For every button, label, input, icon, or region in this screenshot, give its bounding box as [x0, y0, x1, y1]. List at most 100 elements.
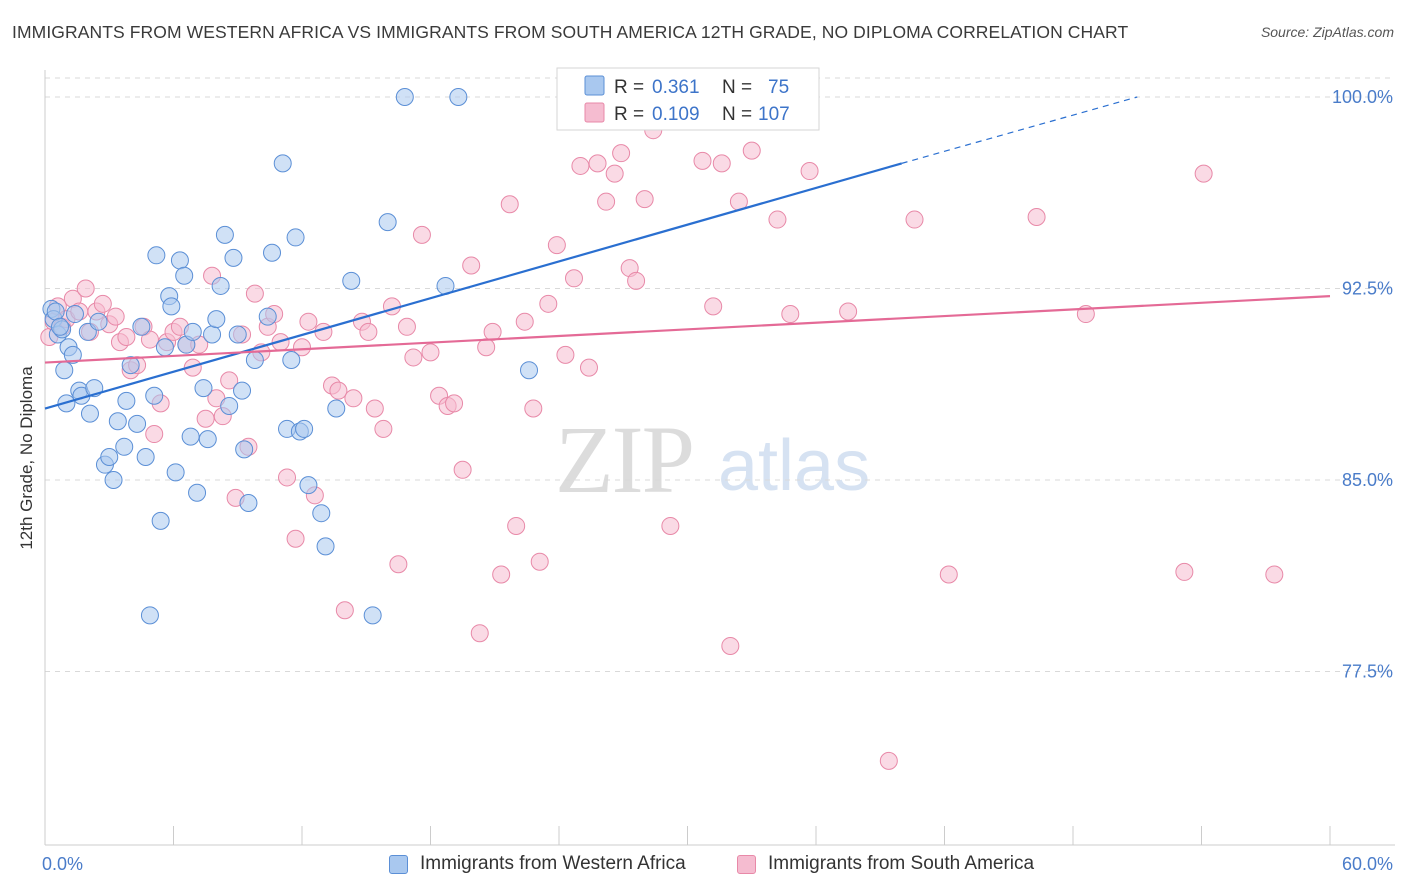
- data-point-south-america[interactable]: [712, 154, 731, 173]
- data-point-south-america[interactable]: [742, 141, 761, 160]
- data-point-south-america[interactable]: [93, 294, 112, 313]
- data-point-western-africa[interactable]: [188, 483, 207, 502]
- data-point-western-africa[interactable]: [175, 266, 194, 285]
- data-point-western-africa[interactable]: [233, 381, 252, 400]
- data-point-western-africa[interactable]: [147, 246, 166, 265]
- data-point-south-america[interactable]: [470, 624, 489, 643]
- data-point-south-america[interactable]: [627, 271, 646, 290]
- data-point-south-america[interactable]: [839, 302, 858, 321]
- data-point-south-america[interactable]: [524, 399, 543, 418]
- legend-item-western-africa[interactable]: Immigrants from Western Africa: [389, 853, 686, 875]
- data-point-south-america[interactable]: [588, 154, 607, 173]
- data-point-south-america[interactable]: [397, 317, 416, 336]
- data-point-south-america[interactable]: [905, 210, 924, 229]
- data-point-western-africa[interactable]: [449, 88, 468, 106]
- data-point-south-america[interactable]: [768, 210, 787, 229]
- data-point-western-africa[interactable]: [312, 504, 331, 523]
- data-point-western-africa[interactable]: [235, 440, 254, 459]
- data-point-south-america[interactable]: [299, 312, 318, 331]
- data-point-western-africa[interactable]: [100, 448, 119, 467]
- data-point-western-africa[interactable]: [132, 317, 151, 336]
- data-point-south-america[interactable]: [483, 322, 502, 341]
- data-point-western-africa[interactable]: [295, 419, 314, 438]
- data-point-south-america[interactable]: [781, 305, 800, 324]
- data-point-south-america[interactable]: [220, 371, 239, 390]
- data-point-south-america[interactable]: [359, 322, 378, 341]
- data-point-western-africa[interactable]: [194, 379, 213, 398]
- data-point-western-africa[interactable]: [151, 511, 170, 530]
- data-point-western-africa[interactable]: [181, 427, 200, 446]
- data-point-western-africa[interactable]: [117, 391, 136, 410]
- data-point-western-africa[interactable]: [121, 356, 140, 375]
- data-point-south-america[interactable]: [245, 284, 264, 303]
- data-point-western-africa[interactable]: [155, 338, 174, 357]
- data-point-south-america[interactable]: [1175, 562, 1194, 581]
- data-point-western-africa[interactable]: [203, 325, 222, 344]
- data-point-south-america[interactable]: [453, 460, 472, 479]
- data-point-south-america[interactable]: [344, 389, 363, 408]
- data-point-south-america[interactable]: [635, 190, 654, 209]
- data-point-western-africa[interactable]: [215, 225, 234, 244]
- data-point-south-america[interactable]: [278, 468, 297, 487]
- data-point-south-america[interactable]: [365, 399, 384, 418]
- data-point-western-africa[interactable]: [104, 471, 123, 489]
- data-point-western-africa[interactable]: [198, 430, 217, 449]
- data-point-south-america[interactable]: [939, 565, 958, 584]
- data-point-south-america[interactable]: [800, 162, 819, 181]
- data-point-western-africa[interactable]: [263, 243, 282, 262]
- data-point-western-africa[interactable]: [342, 271, 361, 290]
- data-point-south-america[interactable]: [704, 297, 723, 316]
- data-point-south-america[interactable]: [661, 516, 680, 535]
- data-point-western-africa[interactable]: [55, 361, 74, 380]
- data-point-south-america[interactable]: [721, 636, 740, 655]
- data-point-south-america[interactable]: [374, 419, 393, 438]
- data-point-south-america[interactable]: [1265, 565, 1284, 584]
- data-point-western-africa[interactable]: [65, 305, 84, 324]
- data-point-south-america[interactable]: [539, 294, 558, 313]
- data-point-south-america[interactable]: [1027, 208, 1046, 227]
- data-point-south-america[interactable]: [507, 516, 526, 535]
- data-point-south-america[interactable]: [462, 256, 481, 275]
- data-point-south-america[interactable]: [492, 565, 511, 584]
- data-point-western-africa[interactable]: [286, 228, 305, 247]
- data-point-western-africa[interactable]: [50, 317, 69, 336]
- legend-item-south-america[interactable]: Immigrants from South America: [737, 853, 1034, 875]
- data-point-south-america[interactable]: [117, 328, 136, 347]
- data-point-western-africa[interactable]: [162, 297, 181, 316]
- data-point-western-africa[interactable]: [80, 404, 99, 423]
- data-point-south-america[interactable]: [477, 338, 496, 357]
- data-point-western-africa[interactable]: [220, 396, 239, 415]
- data-point-south-america[interactable]: [382, 297, 401, 316]
- data-point-south-america[interactable]: [571, 156, 590, 175]
- data-point-western-africa[interactable]: [273, 154, 292, 173]
- data-point-south-america[interactable]: [693, 151, 712, 170]
- data-point-western-africa[interactable]: [108, 412, 127, 431]
- data-point-western-africa[interactable]: [145, 386, 164, 405]
- data-point-western-africa[interactable]: [63, 345, 82, 364]
- data-point-south-america[interactable]: [335, 601, 354, 620]
- data-point-south-america[interactable]: [500, 195, 519, 214]
- data-point-western-africa[interactable]: [327, 399, 346, 418]
- data-point-western-africa[interactable]: [258, 307, 277, 326]
- data-point-western-africa[interactable]: [128, 414, 147, 433]
- data-point-western-africa[interactable]: [115, 437, 134, 456]
- data-point-south-america[interactable]: [140, 330, 159, 349]
- data-point-western-africa[interactable]: [395, 88, 414, 106]
- data-point-south-america[interactable]: [145, 425, 164, 444]
- data-point-south-america[interactable]: [564, 269, 583, 288]
- data-point-south-america[interactable]: [605, 164, 624, 183]
- data-point-western-africa[interactable]: [170, 251, 189, 270]
- data-point-south-america[interactable]: [1194, 164, 1213, 183]
- data-point-south-america[interactable]: [293, 338, 311, 357]
- data-point-south-america[interactable]: [879, 751, 898, 770]
- data-point-western-africa[interactable]: [299, 476, 318, 495]
- data-point-western-africa[interactable]: [363, 606, 382, 625]
- data-point-western-africa[interactable]: [89, 312, 108, 331]
- data-point-western-africa[interactable]: [239, 493, 258, 512]
- data-point-western-africa[interactable]: [166, 463, 185, 482]
- data-point-south-america[interactable]: [421, 343, 440, 362]
- data-point-south-america[interactable]: [389, 555, 408, 574]
- data-point-south-america[interactable]: [76, 279, 95, 298]
- data-point-south-america[interactable]: [597, 192, 616, 211]
- data-point-south-america[interactable]: [612, 144, 631, 163]
